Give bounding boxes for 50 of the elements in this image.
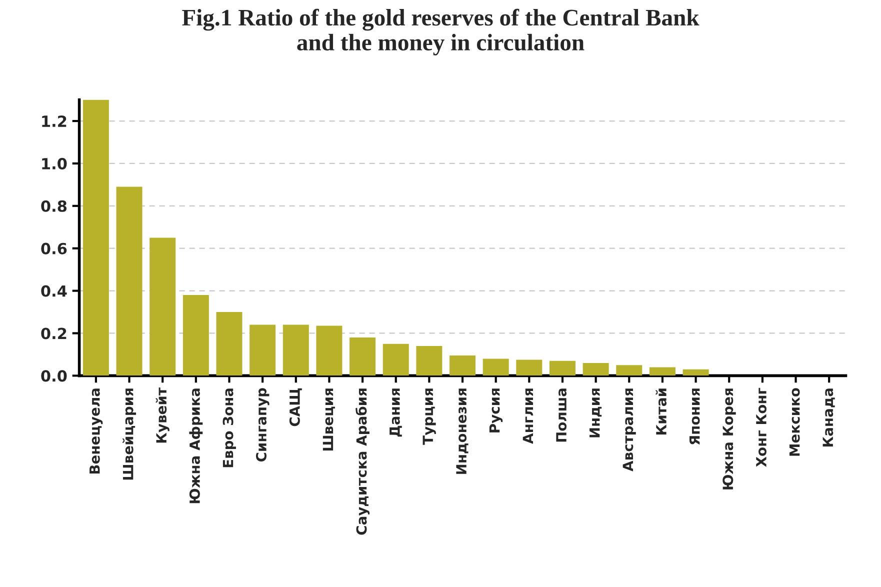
bar [82, 100, 109, 376]
y-tick-label: 1.0 [42, 158, 67, 170]
x-tick-label: Турция [422, 388, 436, 445]
x-tick-label: Швеция [322, 388, 335, 451]
bar [416, 346, 442, 376]
x-tick-label: САЩ [289, 388, 302, 426]
bar [550, 360, 576, 376]
x-tick-label: Китай [656, 388, 667, 434]
bar [582, 362, 609, 376]
bar [150, 238, 176, 376]
x-tick-label: Австралия [622, 388, 636, 472]
y-tick-label: 1.2 [42, 115, 66, 127]
x-tick-label: Англия [522, 388, 534, 444]
x-tick-label: Саудитска Арабия [356, 388, 370, 535]
bar [216, 312, 242, 376]
bar [182, 295, 209, 376]
x-tick-label: Индия [590, 388, 602, 438]
x-tick-label: Индонезия [456, 388, 468, 474]
x-tick-label: Сингапур [256, 388, 270, 462]
x-tick-label: Япония [690, 388, 700, 445]
bar [116, 186, 142, 376]
x-tick-label: Мексико [789, 388, 800, 456]
x-tick-label: Полша [556, 388, 567, 442]
x-tick-label: Хонг Конг [756, 388, 766, 467]
bar [649, 367, 676, 376]
x-tick-label: Швейцария [122, 388, 136, 480]
x-tick-label: Южна Корея [722, 388, 736, 490]
bar [282, 324, 309, 376]
bar [516, 360, 542, 376]
bar [450, 356, 476, 376]
bar [316, 326, 342, 376]
y-tick-label: 0.4 [41, 285, 67, 297]
x-tick-label: Венецуела [90, 388, 103, 474]
x-tick-label: Евро Зона [222, 388, 236, 468]
x-tick-label: Канада [822, 388, 835, 446]
y-tick-label: 0.0 [41, 370, 67, 382]
x-tick-label: Кувейт [156, 388, 170, 443]
bar [682, 369, 709, 376]
bar [616, 365, 642, 376]
chart-title: Fig.1 Ratio of the gold reserves of the Central Bank and the money in circulation [182, 8, 700, 56]
y-tick-label: 0.2 [41, 328, 66, 340]
y-tick-label: 0.8 [41, 200, 67, 212]
x-tick-label: Дания [390, 388, 402, 437]
bar [250, 324, 276, 376]
x-tick-label: Южна Африка [189, 388, 203, 504]
y-tick-label: 0.6 [41, 242, 67, 254]
bar [482, 358, 509, 376]
x-tick-label: Русия [489, 388, 503, 432]
bar [350, 337, 376, 376]
bar [382, 344, 409, 376]
